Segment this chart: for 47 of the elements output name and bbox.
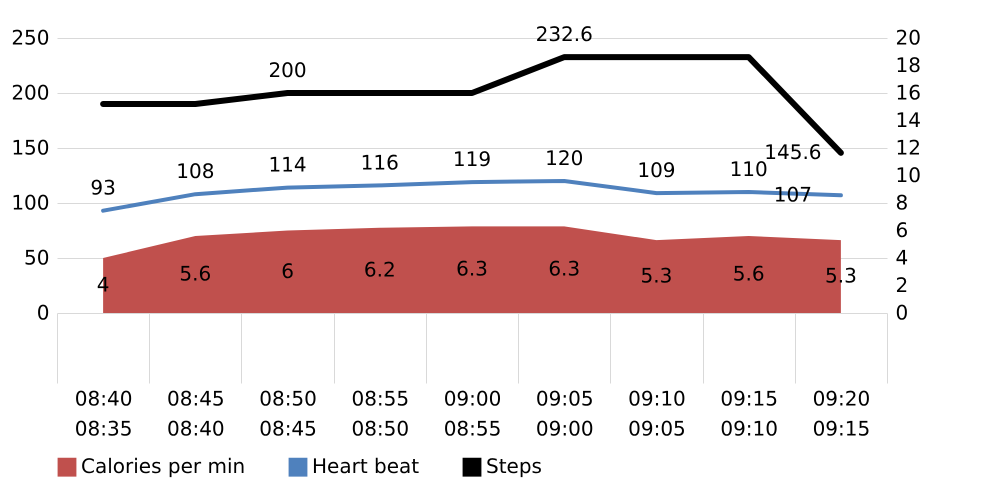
- y-tick-label: 0: [36, 300, 50, 324]
- y-tick-label: 250: [11, 26, 50, 50]
- y2-tick-label: 6: [896, 218, 908, 242]
- x-tick-label: 08:45 08:40: [167, 386, 225, 440]
- y2-tick-label: 16: [896, 80, 921, 104]
- data-label: 93: [90, 176, 116, 200]
- x-tick-label: 08:55 08:50: [351, 386, 410, 440]
- data-label: 6.3: [548, 256, 580, 281]
- data-label: 108: [176, 159, 214, 184]
- y-tick-label: 100: [11, 190, 50, 214]
- data-label: 6.2: [364, 257, 396, 282]
- data-label: 5.6: [179, 262, 212, 286]
- y2-tick-label: 20: [896, 26, 921, 50]
- data-label: 5.3: [640, 264, 672, 288]
- y2-tick-label: 18: [896, 53, 921, 77]
- data-label: 6.3: [456, 256, 488, 281]
- data-label: 5.6: [732, 262, 765, 286]
- data-label: 109: [637, 158, 676, 182]
- y2-tick-label: 12: [896, 136, 921, 160]
- legend-label: Calories per min: [81, 454, 246, 478]
- x-tick-label: 09:20 09:15: [812, 386, 870, 440]
- data-label: 119: [452, 147, 492, 172]
- legend-label: Steps: [486, 454, 542, 478]
- y2-tick-label: 0: [896, 300, 908, 324]
- data-label: 4: [96, 272, 110, 296]
- y2-tick-label: 14: [896, 108, 921, 132]
- legend-label: Heart beat: [312, 454, 420, 478]
- y2-tick-label: 8: [896, 190, 908, 214]
- data-label: 6: [281, 258, 294, 283]
- y2-tick-label: 4: [896, 246, 908, 270]
- y-tick-label: 200: [11, 80, 50, 104]
- data-label: 120: [545, 146, 584, 170]
- data-label: 116: [360, 150, 399, 174]
- y-tick-label: 150: [11, 136, 50, 160]
- data-label: 114: [268, 152, 307, 177]
- x-tick-label: 09:10 09:05: [628, 386, 686, 440]
- x-tick-label: 08:40 08:35: [74, 386, 132, 440]
- y2-tick-label: 10: [896, 163, 921, 187]
- x-tick-label: 09:05 09:00: [536, 386, 594, 440]
- y2-tick-label: 2: [896, 273, 908, 297]
- x-tick-label: 08:50 08:45: [259, 386, 317, 440]
- x-tick-label: 09:15 09:10: [720, 386, 778, 440]
- data-label: 200: [268, 58, 307, 82]
- data-label: 232.6: [536, 22, 593, 46]
- x-tick-label: 09:00 08:55: [444, 386, 502, 440]
- data-label: 5.3: [824, 264, 857, 288]
- y-tick-label: 50: [24, 246, 50, 270]
